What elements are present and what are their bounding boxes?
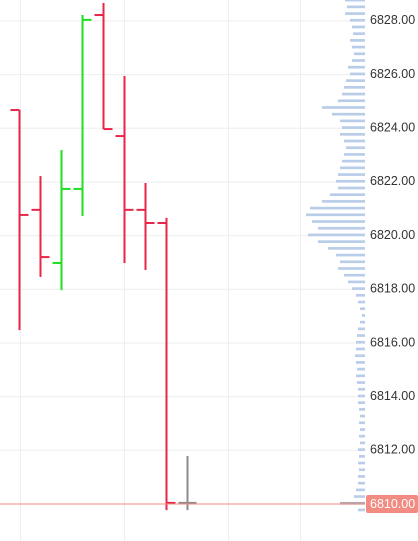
volume-bar <box>347 5 365 9</box>
volume-bar <box>346 79 365 82</box>
volume-bar <box>352 287 365 290</box>
volume-bar <box>352 25 365 29</box>
volume-bar <box>360 320 365 324</box>
volume-bar <box>336 179 365 183</box>
volume-bar <box>359 408 365 411</box>
y-tick-label: 6828.00 <box>370 13 415 27</box>
volume-bar <box>356 488 365 492</box>
volume-bar <box>336 253 365 257</box>
volume-bar <box>350 18 365 22</box>
volume-bar <box>348 65 365 69</box>
volume-bar <box>322 106 365 109</box>
y-tick-label: 6824.00 <box>370 121 415 135</box>
volume-bar <box>356 361 365 364</box>
y-tick-label: 6812.00 <box>370 443 415 457</box>
volume-bar <box>344 139 365 143</box>
volume-bar <box>350 39 365 42</box>
volume-bar <box>310 206 365 210</box>
volume-bar <box>358 508 365 512</box>
volume-bar <box>340 260 365 264</box>
volume-bar <box>350 72 365 76</box>
volume-bar <box>358 394 365 398</box>
volume-bar <box>357 381 365 384</box>
volume-bar <box>357 367 365 371</box>
volume-bar <box>352 59 365 62</box>
volume-bar <box>345 12 365 15</box>
volume-bar <box>342 92 365 96</box>
volume-bar <box>356 293 365 297</box>
volume-bar <box>360 414 365 418</box>
volume-bar <box>344 86 365 89</box>
volume-bar <box>340 132 365 136</box>
volume-bar <box>340 119 365 123</box>
volume-bar <box>358 327 365 331</box>
volume-bar <box>359 421 365 425</box>
last-price-label: 6810.00 <box>370 497 415 511</box>
volume-bar <box>322 200 365 203</box>
volume-bar <box>308 233 365 237</box>
volume-bar <box>344 273 365 277</box>
volume-bar <box>328 247 365 250</box>
volume-bar <box>356 374 365 378</box>
volume-bar <box>354 52 365 56</box>
volume-bar <box>360 307 365 311</box>
volume-bar <box>318 226 365 230</box>
volume-bar <box>353 32 365 36</box>
volume-bar <box>358 481 365 485</box>
volume-bar <box>356 347 365 351</box>
volume-bar <box>346 146 365 150</box>
volume-bar <box>342 159 365 163</box>
volume-bar <box>340 501 365 505</box>
volume-bar <box>360 441 365 445</box>
volume-bar <box>312 220 365 223</box>
volume-bar <box>358 448 365 451</box>
volume-bar <box>332 112 365 116</box>
volume-bar <box>358 387 365 391</box>
volume-bar <box>318 240 365 243</box>
y-tick-label: 6826.00 <box>370 67 415 81</box>
y-tick-label: 6816.00 <box>370 335 415 349</box>
y-tick-label: 6822.00 <box>370 174 415 188</box>
volume-bar <box>330 193 365 197</box>
volume-bar <box>338 99 365 103</box>
volume-bar <box>338 173 365 176</box>
volume-bar <box>356 340 365 344</box>
volume-bar <box>338 186 365 190</box>
volume-bar <box>348 280 365 284</box>
volume-bar <box>306 213 365 217</box>
volume-bar <box>344 153 365 156</box>
volume-bar <box>352 45 365 49</box>
volume-bar <box>354 495 365 498</box>
volume-bar <box>357 334 365 337</box>
volume-bar <box>360 428 365 431</box>
volume-bar <box>359 468 365 472</box>
volume-bar <box>362 314 365 317</box>
volume-bar <box>340 166 365 170</box>
volume-bar <box>359 434 365 438</box>
last-price-badge <box>366 494 418 513</box>
volume-bar <box>358 475 365 478</box>
volume-bar <box>345 0 365 2</box>
volume-bar <box>342 126 365 129</box>
y-tick-label: 6820.00 <box>370 228 415 242</box>
volume-bar <box>338 267 365 270</box>
volume-bar <box>358 401 365 405</box>
volume-bar <box>358 461 365 465</box>
y-tick-label: 6818.00 <box>370 282 415 296</box>
volume-bar <box>355 354 365 358</box>
y-tick-label: 6814.00 <box>370 389 415 403</box>
volume-bar <box>359 454 365 458</box>
volume-bar <box>358 300 365 304</box>
